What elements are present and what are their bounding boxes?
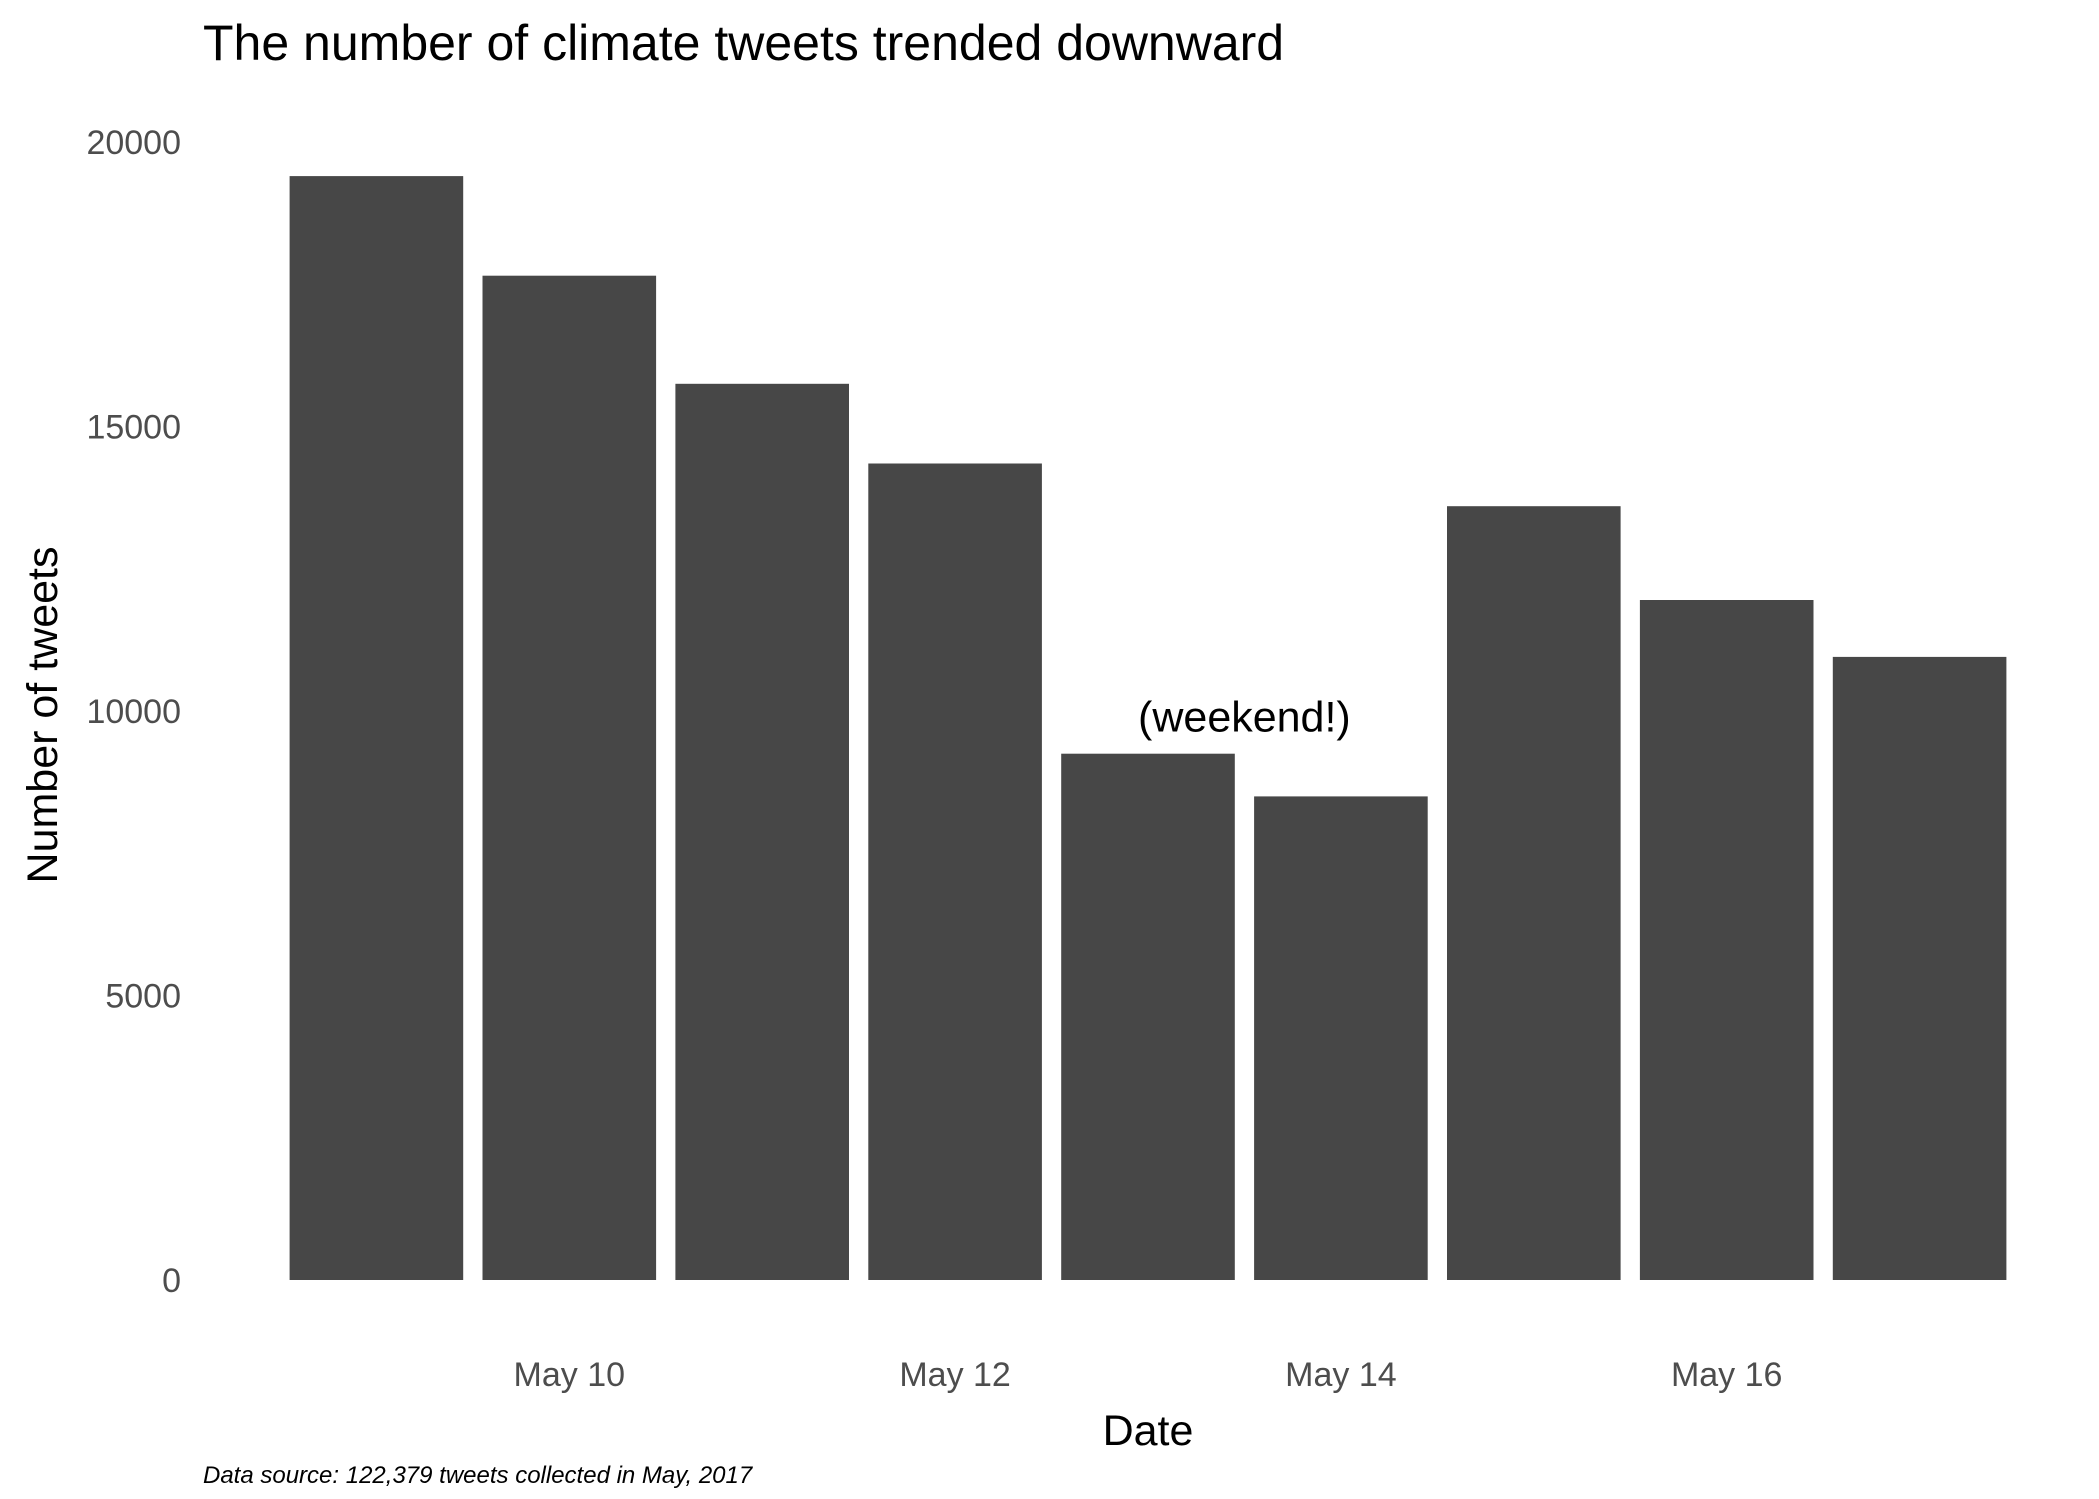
x-tick-label: May 10 bbox=[514, 1356, 626, 1394]
x-tick-label: May 16 bbox=[1671, 1356, 1783, 1394]
bar-2017-05-14 bbox=[1254, 796, 1428, 1280]
x-tick-label: May 12 bbox=[899, 1356, 1011, 1394]
weekend-annotation: (weekend!) bbox=[1138, 694, 1351, 742]
bar-2017-05-09 bbox=[289, 176, 464, 1281]
y-tick-label: 5000 bbox=[105, 978, 181, 1016]
bar-2017-05-11 bbox=[675, 383, 849, 1280]
x-tick-label: May 14 bbox=[1285, 1356, 1397, 1394]
x-axis-ticks: May 10 May 12 May 14 May 16 bbox=[514, 1356, 1783, 1394]
bar-2017-05-13 bbox=[1061, 753, 1235, 1280]
bar-2017-05-17 bbox=[1832, 656, 2007, 1280]
data-source-caption: Data source: 122,379 tweets collected in… bbox=[203, 1462, 754, 1489]
y-tick-label: 15000 bbox=[86, 409, 181, 447]
y-tick-label: 20000 bbox=[86, 124, 181, 162]
y-axis-label: Number of tweets bbox=[19, 547, 67, 884]
y-axis-ticks: 0 5000 10000 15000 20000 bbox=[86, 124, 181, 1300]
bar-2017-05-12 bbox=[868, 463, 1042, 1280]
bar-2017-05-16 bbox=[1639, 600, 1814, 1280]
chart-title: The number of climate tweets trended dow… bbox=[203, 15, 1284, 71]
y-tick-label: 10000 bbox=[86, 693, 181, 731]
bars bbox=[289, 176, 2007, 1281]
x-axis-label: Date bbox=[1103, 1407, 1194, 1455]
bar-2017-05-10 bbox=[482, 275, 657, 1280]
y-tick-label: 0 bbox=[162, 1262, 181, 1300]
bar-2017-05-15 bbox=[1447, 506, 1621, 1280]
